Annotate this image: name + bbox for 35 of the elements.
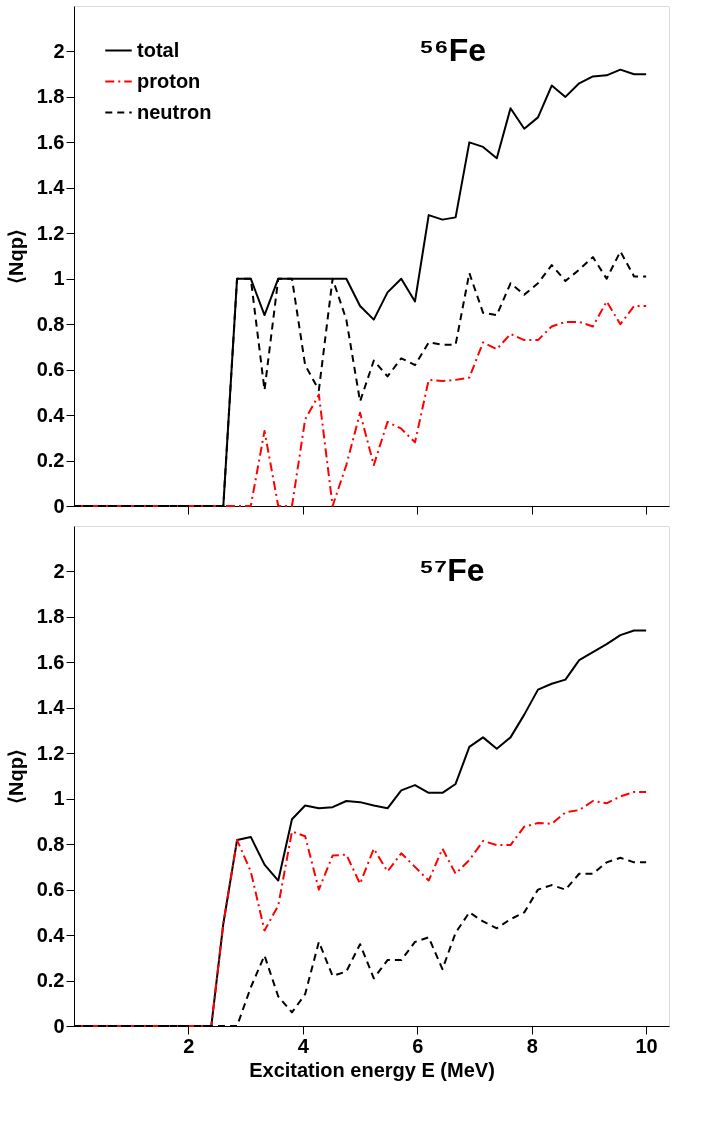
y-tick-label: 1.8 [36, 605, 65, 628]
x-tick-label: 10 [635, 1034, 658, 1057]
y-tick-label: 1 [53, 787, 65, 810]
x-tick-label: 2 [183, 1034, 195, 1057]
y-tick-label: 0.6 [36, 878, 65, 901]
y-tick-label: 0 [53, 1014, 65, 1037]
y-tick-label: 2 [53, 559, 65, 582]
y-tick-label: 1.6 [36, 650, 65, 673]
y-tick-label: 1.4 [36, 176, 66, 199]
y-tick-label: 1.2 [36, 741, 65, 764]
legend-label: total [137, 38, 180, 61]
y-tick-label: 0.4 [36, 923, 66, 946]
y-tick-label: 0.4 [36, 403, 66, 426]
y-tick-label: 0.6 [36, 358, 65, 381]
y-tick-label: 2 [53, 39, 65, 62]
y-axis-title: ⟨Nqp⟩ [4, 229, 27, 284]
y-tick-label: 0.8 [36, 312, 65, 335]
y-axis-title: ⟨Nqp⟩ [4, 749, 27, 804]
y-tick-label: 1 [53, 267, 65, 290]
y-tick-label: 1.4 [36, 696, 66, 719]
y-tick-label: 1.6 [36, 130, 65, 153]
y-tick-label: 0.2 [36, 449, 65, 472]
legend-label: proton [137, 69, 201, 92]
x-tick-label: 4 [297, 1034, 310, 1057]
annotation: ⁵⁷Fe [419, 552, 485, 588]
annotation: ⁵⁶Fe [419, 32, 487, 68]
x-tick-label: 6 [412, 1034, 424, 1057]
x-tick-label: 8 [526, 1034, 538, 1057]
y-tick-label: 1.8 [36, 85, 65, 108]
legend-label: neutron [137, 100, 212, 123]
x-axis-title: Excitation energy E (MeV) [249, 1058, 495, 1081]
y-tick-label: 0 [53, 494, 65, 517]
y-tick-label: 0.8 [36, 832, 65, 855]
y-tick-label: 1.2 [36, 221, 65, 244]
y-tick-label: 0.2 [36, 969, 65, 992]
